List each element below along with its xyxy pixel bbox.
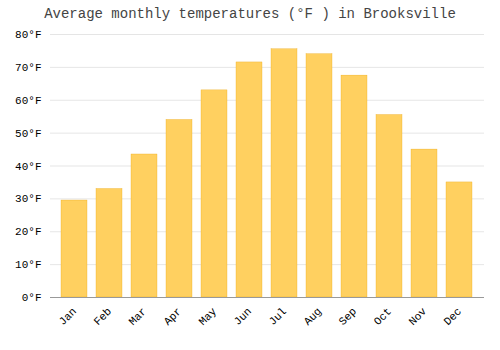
svg-text:60°F: 60°F [15,95,41,107]
svg-text:Dec: Dec [442,305,464,327]
svg-text:Oct: Oct [372,305,394,327]
svg-text:Mar: Mar [127,305,149,327]
svg-text:Jun: Jun [232,305,254,327]
svg-text:70°F: 70°F [15,62,41,74]
svg-text:0°F: 0°F [22,292,42,304]
svg-text:10°F: 10°F [15,259,41,271]
svg-text:Nov: Nov [407,305,430,328]
svg-text:Jul: Jul [267,305,289,327]
svg-text:20°F: 20°F [15,226,41,238]
svg-text:May: May [197,305,220,328]
svg-text:80°F: 80°F [15,29,41,41]
svg-text:Feb: Feb [92,305,114,327]
svg-text:Aug: Aug [302,305,324,327]
svg-text:50°F: 50°F [15,128,41,140]
svg-text:Jan: Jan [57,305,79,327]
svg-text:30°F: 30°F [15,193,41,205]
html-text:Average monthly temperatures (: Average monthly temperatures (°F ) in Br… [44,6,456,22]
svg-text:40°F: 40°F [15,161,41,173]
svg-text:Apr: Apr [162,305,184,327]
svg-text:Sep: Sep [337,305,359,327]
